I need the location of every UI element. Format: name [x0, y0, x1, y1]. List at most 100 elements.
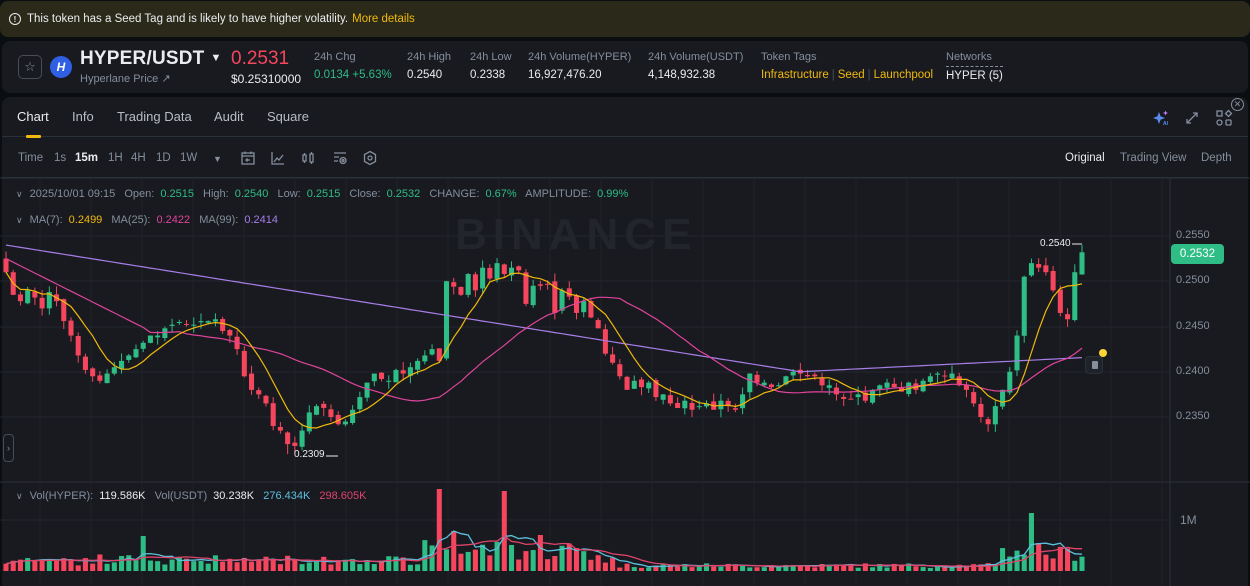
high-label: High: — [203, 188, 229, 200]
stat-value: 0.2338 — [470, 69, 506, 81]
vol-ma5-value: 276.434K — [263, 490, 311, 502]
pair-selector[interactable]: HYPER/USDT ▼ — [80, 48, 222, 70]
stat-label: 24h Chg — [314, 51, 356, 63]
stat-24h-high: 24h High 0.2540 — [407, 51, 451, 81]
interval-dropdown-icon[interactable]: ▼ — [213, 154, 222, 164]
indicator-settings-icon[interactable] — [332, 150, 348, 166]
tag-launchpool[interactable]: Launchpool — [873, 69, 934, 81]
stat-24h-volume-quote: 24h Volume(USDT) 4,148,932.38 — [648, 51, 743, 81]
tab-info[interactable]: Info — [72, 109, 94, 124]
price-axis-tick: 0.2450 — [1176, 320, 1210, 332]
chevron-down-icon[interactable]: ∨ — [16, 491, 23, 501]
star-icon: ☆ — [24, 59, 36, 74]
ma99-label: MA(99): — [199, 214, 239, 226]
expand-icon[interactable] — [1184, 110, 1200, 126]
expand-side-panel-handle[interactable]: › — [3, 434, 14, 462]
ohlc-legend: ∨ 2025/10/01 09:15 Open: 0.2515 High: 0.25… — [16, 188, 634, 200]
stat-value: 0.2540 — [407, 69, 443, 81]
vol-base-label: Vol(HYPER): — [29, 490, 94, 502]
close-value: 0.2532 — [386, 188, 421, 200]
seed-tag-warning-banner: ! This token has a Seed Tag and is likel… — [0, 1, 1250, 37]
vol-base-value: 119.586K — [99, 490, 146, 502]
interval-1h[interactable]: 1H — [108, 152, 123, 164]
stat-24h-volume-base: 24h Volume(HYPER) 16,927,476.20 — [528, 51, 631, 81]
stat-value: 4,148,932.38 — [648, 69, 716, 81]
notification-dot — [1099, 349, 1107, 357]
close-label: Close: — [349, 188, 381, 200]
tab-trading-data[interactable]: Trading Data — [117, 109, 192, 124]
stat-label: 24h High — [407, 51, 452, 63]
ai-sparkle-icon[interactable]: AI — [1152, 109, 1170, 127]
stat-networks[interactable]: Networks HYPER (5) — [946, 51, 1003, 82]
pair-symbol: HYPER/USDT — [80, 48, 205, 69]
news-feed-icon[interactable] — [1085, 356, 1103, 374]
time-label: Time — [18, 152, 44, 164]
chevron-down-icon[interactable]: ∨ — [16, 215, 23, 225]
more-details-link[interactable]: More details — [352, 13, 415, 25]
period-low-label: 0.2309 — [294, 449, 325, 460]
token-price-link[interactable]: Hyperlane Price ↗ — [80, 73, 171, 85]
hexagon-settings-icon[interactable] — [362, 150, 378, 166]
ma7-value: 0.2499 — [68, 214, 103, 226]
view-original[interactable]: Original — [1065, 152, 1105, 164]
ma99-value: 0.2414 — [244, 214, 278, 226]
vol-quote-value: 30.238K — [213, 490, 255, 502]
candle-datetime: 2025/10/01 09:15 — [29, 188, 116, 200]
chart-tabs: Chart Info Trading Data Audit Square AI … — [2, 97, 1248, 138]
chevron-down-icon[interactable]: ∨ — [16, 189, 23, 199]
interval-1s[interactable]: 1s — [54, 152, 67, 164]
ma-legend: ∨ MA(7): 0.2499 MA(25): 0.2422 MA(99): 0.24… — [16, 214, 284, 226]
chart-panel: Chart Info Trading Data Audit Square AI … — [2, 97, 1248, 586]
price-axis-tick: 0.2550 — [1176, 229, 1210, 241]
open-label: Open: — [124, 188, 155, 200]
volume-axis-tick: 1M — [1180, 513, 1197, 527]
vol-quote-label: Vol(USDT) — [154, 490, 208, 502]
price-axis-tick: 0.2350 — [1176, 410, 1210, 422]
volume-legend: ∨ Vol(HYPER): 119.586K Vol(USDT) 30.238K 2… — [16, 490, 372, 502]
view-trading-view[interactable]: Trading View — [1120, 152, 1187, 164]
view-depth[interactable]: Depth — [1201, 152, 1232, 164]
price-axis-tick: 0.2500 — [1176, 274, 1210, 286]
stat-label: Token Tags — [761, 51, 817, 63]
binance-watermark: BINANCE — [455, 210, 698, 259]
stat-label: 24h Volume(USDT) — [648, 51, 744, 63]
period-high-label: 0.2540 — [1040, 238, 1071, 249]
svg-text:AI: AI — [1163, 121, 1169, 127]
high-value: 0.2540 — [234, 188, 269, 200]
interval-1w[interactable]: 1W — [180, 152, 198, 164]
last-price: 0.2531 — [231, 48, 290, 69]
chart-toolbar: Time 1s 15m 1H 4H 1D 1W ▼ Original Tradi… — [2, 138, 1248, 178]
ma7-label: MA(7): — [29, 214, 63, 226]
caret-down-icon: ▼ — [210, 52, 222, 64]
candlestick-icon[interactable] — [300, 150, 316, 166]
price-axis-tick: 0.2400 — [1176, 365, 1210, 377]
tab-chart[interactable]: Chart — [17, 109, 49, 138]
open-value: 0.2515 — [160, 188, 194, 200]
amplitude-value: 0.99% — [597, 188, 629, 200]
amplitude-label: AMPLITUDE: — [525, 188, 592, 200]
coin-logo: H — [50, 56, 72, 78]
vol-ma10-value: 298.605K — [319, 490, 367, 502]
tab-square[interactable]: Square — [267, 109, 309, 124]
low-value: 0.2515 — [306, 188, 341, 200]
tab-audit[interactable]: Audit — [214, 109, 244, 124]
change-value: 0.67% — [485, 188, 517, 200]
calendar-icon[interactable] — [240, 150, 256, 166]
stat-token-tags: Token Tags Infrastructure | Seed | Launchpoo… — [761, 51, 934, 81]
tag-infrastructure[interactable]: Infrastructure — [761, 69, 829, 81]
close-icon[interactable]: ✕ — [1231, 98, 1244, 111]
ma25-value: 0.2422 — [156, 214, 191, 226]
layout-grid-icon[interactable] — [1215, 109, 1233, 127]
low-label: Low: — [277, 188, 301, 200]
interval-4h[interactable]: 4H — [131, 152, 146, 164]
stat-value: 16,927,476.20 — [528, 69, 602, 81]
last-price-usd: $0.25310000 — [231, 72, 302, 86]
stat-label: 24h Low — [470, 51, 512, 63]
interval-1d[interactable]: 1D — [156, 152, 171, 164]
line-chart-icon[interactable] — [270, 150, 286, 166]
tag-seed[interactable]: Seed — [837, 69, 865, 81]
favorite-star-button[interactable]: ☆ — [18, 55, 42, 79]
interval-15m[interactable]: 15m — [75, 152, 99, 164]
info-circle-icon: ! — [9, 13, 21, 25]
networks-value[interactable]: HYPER (5) — [946, 70, 1003, 82]
